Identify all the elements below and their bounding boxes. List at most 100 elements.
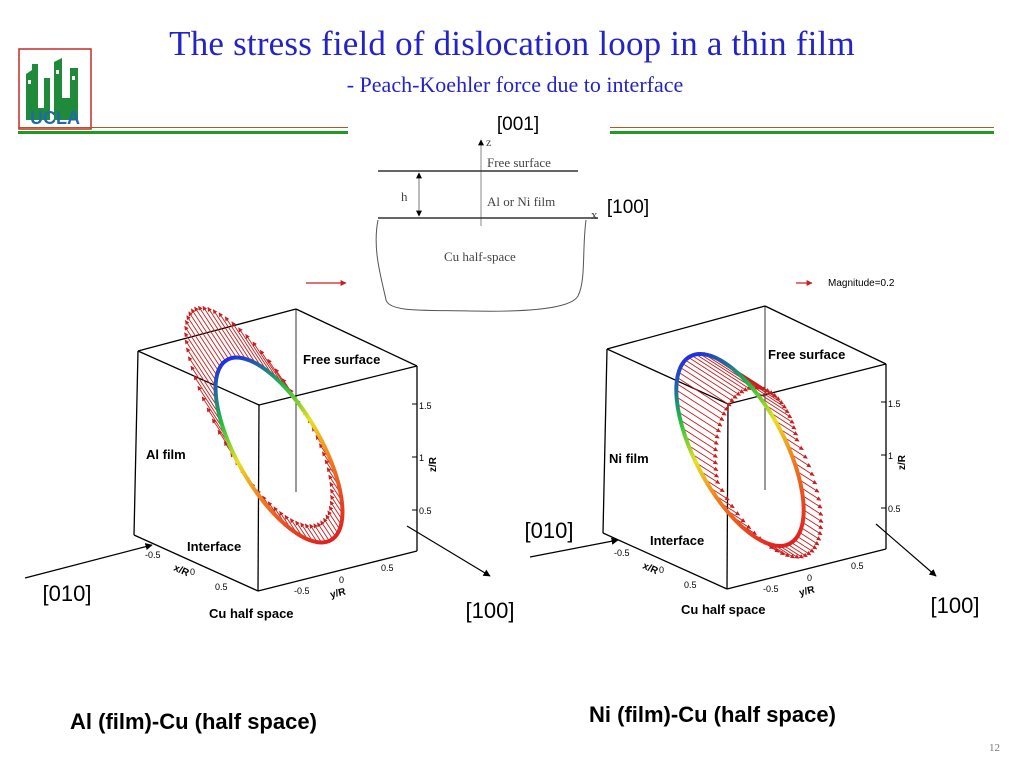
left-free-surface-label: Free surface: [303, 352, 380, 367]
left-direction-100-arrow: [406, 525, 491, 577]
force-vector: [794, 539, 815, 553]
force-vector: [797, 471, 818, 485]
force-vector: [682, 428, 718, 452]
force-vector: [676, 389, 725, 421]
force-vector: [245, 334, 273, 376]
left-x-tick-1: -0.5: [145, 550, 161, 560]
left-caption: Al (film)-Cu (half space): [70, 709, 317, 734]
force-vector: [799, 479, 820, 493]
force-vector: [231, 321, 262, 367]
force-vector: [198, 305, 233, 359]
force-vector: [317, 522, 330, 542]
force-vector: [184, 325, 218, 376]
force-vector: [680, 419, 719, 445]
force-vector: [791, 454, 812, 468]
right-dislocation-loop: [674, 352, 806, 548]
force-vector: [801, 487, 822, 501]
right-caption: Ni (film)-Cu (half space): [589, 702, 836, 727]
force-vector: [330, 495, 343, 514]
right-interface-label: Interface: [650, 533, 704, 548]
force-vector: [688, 445, 718, 465]
right-x-tick-2: 0: [659, 565, 664, 575]
force-vector: [759, 396, 793, 419]
left-plot: 1.5 1 0.5 z/R -0.5 0 0.5 x/R -0.5 0 0.5 …: [24, 305, 515, 623]
left-direction-010-label: [010]: [43, 581, 92, 606]
divider-left: [18, 127, 348, 134]
slide-subtitle: - Peach-Koehler force due to interface: [346, 72, 684, 97]
force-vector: [685, 359, 741, 396]
left-z-tick-3: 0.5: [419, 506, 432, 516]
left-z-axis-label: z/R: [428, 456, 439, 472]
right-direction-100-label: [100]: [931, 593, 980, 618]
force-vector: [677, 403, 721, 433]
force-vector: [680, 367, 735, 403]
force-vector: [304, 523, 318, 543]
force-vector: [193, 375, 220, 415]
force-vector: [803, 502, 824, 516]
page-number: 12: [989, 742, 1000, 754]
force-vector: [328, 505, 342, 525]
left-y-tick-1: -0.5: [294, 586, 310, 596]
force-vector: [802, 495, 823, 509]
right-x-tick-1: -0.5: [614, 548, 630, 558]
force-vector: [186, 315, 221, 368]
left-direction-100-label: [100]: [466, 598, 515, 623]
left-interface-label: Interface: [187, 539, 241, 554]
force-vector: [801, 527, 822, 541]
force-vector: [323, 517, 336, 537]
force-vector: [677, 377, 729, 411]
left-substrate-label: Cu half space: [209, 606, 294, 621]
schematic: z [001] Free surface x [100] h Al or Ni …: [375, 114, 649, 312]
schematic-substrate-outline: [375, 219, 587, 312]
right-y-tick-1: -0.5: [763, 584, 779, 594]
schematic-film-label: Al or Ni film: [487, 194, 555, 209]
force-vector: [313, 523, 326, 543]
schematic-free-surface-label: Free surface: [487, 155, 551, 170]
left-force-vectors: [184, 305, 343, 543]
force-vector: [184, 320, 219, 372]
right-plot: 1.5 1 0.5 z/R -0.5 0 0.5 x/R -0.5 0 0.5 …: [525, 305, 980, 618]
right-free-surface-label: Free surface: [768, 347, 845, 362]
force-vector: [753, 390, 790, 414]
right-z-tick-2: 1: [888, 451, 893, 461]
force-vector: [803, 509, 824, 523]
force-vector: [197, 385, 222, 423]
left-dislocation-loop: [213, 355, 345, 545]
right-x-tick-3: 0.5: [684, 580, 697, 590]
force-vector: [190, 365, 218, 407]
force-vector: [194, 306, 230, 360]
ucla-logo: UCLA: [18, 48, 92, 130]
right-direction-010-label: [010]: [525, 518, 574, 543]
left-y-tick-2: 0: [339, 575, 344, 585]
right-z-tick-1: 1.5: [888, 399, 901, 409]
force-vector: [676, 383, 727, 416]
force-vector: [325, 514, 339, 534]
right-direction-100-arrow: [875, 523, 937, 577]
force-vector: [327, 510, 341, 530]
force-vector: [691, 355, 748, 392]
right-y-tick-3: 0.5: [851, 561, 864, 571]
left-z-tick-2: 1: [419, 453, 424, 463]
slide-title: The stress field of dislocation loop in …: [169, 24, 855, 63]
force-vector: [190, 308, 226, 362]
force-vector: [678, 411, 720, 439]
right-y-axis-label: y/R: [798, 584, 817, 599]
force-vector: [691, 453, 719, 472]
force-vector: [779, 545, 800, 559]
right-substrate-label: Cu half space: [681, 602, 766, 617]
schematic-z-direction: [001]: [497, 114, 539, 135]
divider-right: [610, 127, 994, 134]
force-vector: [224, 316, 256, 364]
left-y-tick-3: 0.5: [381, 563, 394, 573]
left-film-label: Al film: [146, 447, 186, 462]
schematic-z-label: z: [486, 135, 491, 149]
left-direction-010-arrow: [24, 543, 153, 579]
force-vector: [300, 522, 313, 542]
left-x-axis-label: x/R: [172, 563, 191, 580]
right-z-axis-label: z/R: [897, 454, 908, 470]
schematic-substrate-label: Cu half-space: [444, 249, 516, 264]
force-vector: [799, 532, 820, 546]
schematic-thickness-label: h: [401, 189, 408, 204]
force-vector: [682, 363, 738, 399]
